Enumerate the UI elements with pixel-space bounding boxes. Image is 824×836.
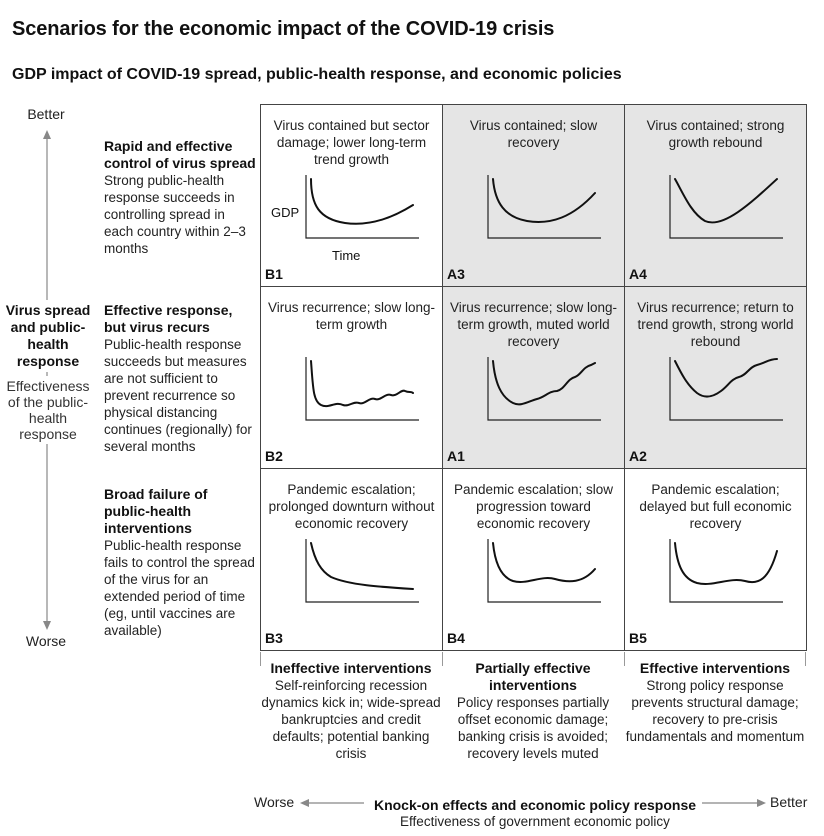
scenario-title: Virus recurrence; slow long-term growth <box>267 300 436 332</box>
scenario-code: A1 <box>447 448 465 464</box>
scenario-title: Pandemic escalation; prolonged downturn … <box>268 482 435 531</box>
scenario-code: B3 <box>265 630 283 646</box>
y-axis-worse-label: Worse <box>25 633 67 649</box>
column-divider <box>624 652 625 666</box>
gdp-curve-chart <box>487 539 601 603</box>
chart-axes <box>487 175 601 239</box>
gdp-curve <box>492 360 596 406</box>
scenario-title: Virus contained; slow recovery <box>469 118 598 150</box>
y-axis-subtitle: Effectiveness of the public-health respo… <box>0 376 96 444</box>
column-label-2: Partially effective interventions Policy… <box>443 660 623 762</box>
row-heading: Rapid and effective control of virus spr… <box>104 138 256 171</box>
scenario-code: B1 <box>265 266 283 282</box>
y-axis-title: Virus spread and public-health response <box>0 300 96 372</box>
scenario-grid: Virus contained but sector damage; lower… <box>260 104 807 652</box>
row-description: Public-health response succeeds but meas… <box>104 337 252 454</box>
column-label-3: Effective interventions Strong policy re… <box>625 660 805 745</box>
scenario-title: Virus recurrence; return to trend growth… <box>637 300 794 349</box>
chart-axes <box>487 539 601 603</box>
gdp-curve-chart <box>487 357 601 421</box>
column-description: Policy responses partially offset econom… <box>456 695 610 761</box>
scenario-code: A3 <box>447 266 465 282</box>
chart-axes <box>305 175 419 239</box>
gdp-curve <box>492 178 596 223</box>
scenario-cell-b1: Virus contained but sector damage; lower… <box>260 104 443 287</box>
gdp-curve <box>310 178 414 225</box>
row-description: Strong public-health response succeeds i… <box>104 173 246 256</box>
scenario-code: A4 <box>629 266 647 282</box>
column-label-1: Ineffective interventions Self-reinforci… <box>261 660 441 762</box>
scenario-code: A2 <box>629 448 647 464</box>
row-heading: Effective response, but virus recurs <box>104 302 233 335</box>
scenario-cell-b2: Virus recurrence; slow long-term growth B… <box>260 286 443 469</box>
scenario-cell-b3: Pandemic escalation; prolonged downturn … <box>260 468 443 651</box>
chart-axes <box>669 175 783 239</box>
chart-axes <box>669 539 783 603</box>
scenario-cell-b5: Pandemic escalation; delayed but full ec… <box>624 468 807 651</box>
column-heading: Effective interventions <box>639 660 791 676</box>
chart-axes <box>669 357 783 421</box>
column-divider <box>442 652 443 666</box>
scenario-code: B2 <box>265 448 283 464</box>
gdp-curve <box>310 360 414 408</box>
scenario-title: Virus contained but sector damage; lower… <box>273 118 430 167</box>
chart-axes <box>305 357 419 421</box>
gdp-curve-chart <box>669 175 783 239</box>
column-description: Strong policy response prevents structur… <box>625 678 805 744</box>
y-axis-better-label: Better <box>27 106 65 122</box>
column-divider <box>805 652 806 666</box>
gdp-curve-chart <box>669 357 783 421</box>
scenario-code: B4 <box>447 630 465 646</box>
scenario-cell-b4: Pandemic escalation; slow progression to… <box>442 468 625 651</box>
chart-axes <box>487 357 601 421</box>
row-label-3: Broad failure of public-health intervent… <box>104 486 256 639</box>
page-title: Scenarios for the economic impact of the… <box>12 18 555 40</box>
scenario-cell-a1: Virus recurrence; slow long-term growth,… <box>442 286 625 469</box>
scenario-title: Pandemic escalation; slow progression to… <box>453 482 614 531</box>
page-subtitle: GDP impact of COVID-19 spread, public-he… <box>12 66 622 83</box>
time-axis-label: Time <box>332 248 361 263</box>
gdp-curve <box>674 542 778 585</box>
x-axis-better-label: Better <box>770 794 808 810</box>
column-divider <box>260 652 261 666</box>
row-description: Public-health response fails to control … <box>104 538 255 638</box>
gdp-curve-chart <box>305 357 419 421</box>
gdp-curve-chart <box>305 539 419 603</box>
gdp-curve-chart <box>487 175 601 239</box>
scenario-title: Virus contained; strong growth rebound <box>646 118 785 150</box>
gdp-curve <box>310 542 414 590</box>
row-heading: Broad failure of public-health intervent… <box>104 486 208 536</box>
column-heading: Partially effective interventions <box>475 660 591 693</box>
gdp-axis-label: GDP <box>271 205 300 220</box>
column-heading: Ineffective interventions <box>270 660 432 676</box>
row-label-2: Effective response, but virus recurs Pub… <box>104 302 256 455</box>
column-description: Self-reinforcing recession dynamics kick… <box>261 678 441 761</box>
gdp-curve <box>492 542 596 583</box>
scenario-cell-a3: Virus contained; slow recovery A3 <box>442 104 625 287</box>
scenario-title: Virus recurrence; slow long-term growth,… <box>449 300 618 349</box>
scenario-cell-a2: Virus recurrence; return to trend growth… <box>624 286 807 469</box>
scenario-title: Pandemic escalation; delayed but full ec… <box>639 482 792 531</box>
chart-axes <box>305 539 419 603</box>
x-axis-arrow-right <box>702 799 766 807</box>
x-axis-worse-label: Worse <box>254 794 295 810</box>
gdp-curve <box>674 358 778 398</box>
x-axis-title: Knock-on effects and economic policy res… <box>373 797 697 813</box>
gdp-curve <box>674 178 778 224</box>
x-axis-arrow-left <box>300 799 364 807</box>
scenario-code: B5 <box>629 630 647 646</box>
gdp-curve-chart <box>669 539 783 603</box>
x-axis-subtitle: Effectiveness of government economic pol… <box>400 814 670 829</box>
row-label-1: Rapid and effective control of virus spr… <box>104 138 256 257</box>
scenario-cell-a4: Virus contained; strong growth rebound A4 <box>624 104 807 287</box>
gdp-curve-chart <box>305 175 419 239</box>
